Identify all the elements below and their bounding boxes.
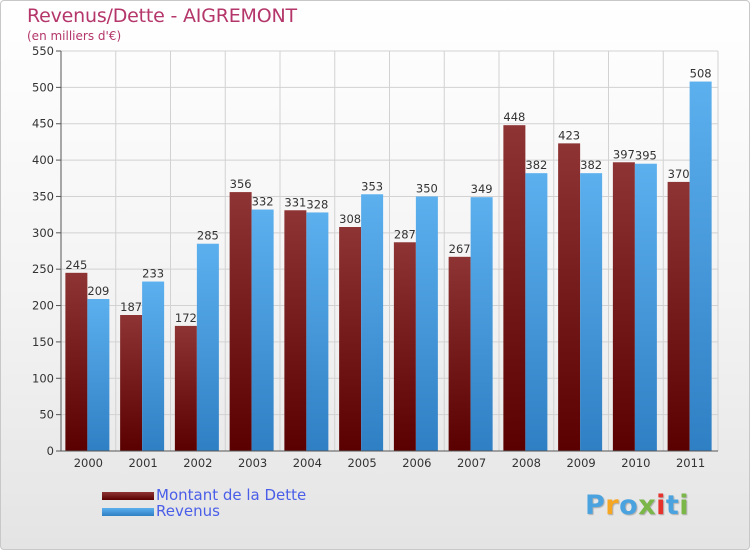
x-tick-label-2003: 2003 — [238, 456, 267, 470]
x-tick-label-2008: 2008 — [512, 456, 541, 470]
x-tick-label-2007: 2007 — [457, 456, 486, 470]
x-tick-label-2004: 2004 — [293, 456, 322, 470]
data-label-dette-2006: 287 — [394, 227, 416, 241]
logo-letter: r — [605, 490, 620, 521]
y-tick-label-500: 500 — [32, 80, 54, 94]
data-label-dette-2009: 423 — [558, 128, 580, 142]
legend-swatch-revenus — [102, 508, 154, 516]
y-tick-label-100: 100 — [32, 371, 54, 385]
data-label-dette-2000: 245 — [65, 258, 87, 272]
legend-label-dette: Montant de la Dette — [156, 486, 307, 504]
bar-dette-2010 — [612, 162, 635, 452]
legend-label-revenus: Revenus — [156, 502, 220, 520]
bar-dette-2006 — [393, 242, 416, 451]
x-tick-label-2010: 2010 — [621, 456, 650, 470]
bar-dette-2003 — [229, 192, 252, 451]
bar-revenus-2005 — [361, 194, 384, 452]
y-tick-label-300: 300 — [32, 226, 54, 240]
bar-dette-2007 — [448, 256, 471, 451]
bar-revenus-2002 — [196, 243, 219, 451]
bar-revenus-2006 — [415, 196, 438, 451]
x-tick-label-2000: 2000 — [74, 456, 103, 470]
data-label-dette-2010: 397 — [613, 147, 635, 161]
bar-revenus-2011 — [689, 81, 712, 451]
bar-dette-2001 — [120, 315, 143, 451]
bar-revenus-2007 — [470, 197, 493, 451]
data-label-dette-2005: 308 — [339, 212, 361, 226]
logo-letter: P — [585, 490, 606, 521]
y-tick-label-150: 150 — [32, 335, 54, 349]
y-tick-label-200: 200 — [32, 299, 54, 313]
y-tick-label-0: 0 — [47, 444, 54, 458]
data-label-dette-2003: 356 — [230, 177, 252, 191]
bar-revenus-2009 — [580, 173, 603, 451]
data-label-dette-2011: 370 — [668, 167, 690, 181]
data-label-revenus-2003: 332 — [252, 195, 274, 209]
logo-letter: i — [679, 490, 690, 521]
bar-revenus-2001 — [142, 281, 165, 451]
y-tick-label-550: 550 — [32, 44, 54, 58]
bar-revenus-2000 — [87, 299, 110, 451]
bar-revenus-2010 — [634, 163, 657, 451]
bar-dette-2009 — [558, 143, 581, 451]
data-label-dette-2007: 267 — [449, 242, 471, 256]
bar-dette-2005 — [339, 227, 362, 451]
data-label-dette-2004: 331 — [284, 195, 306, 209]
data-label-revenus-2001: 233 — [142, 267, 164, 281]
x-tick-label-2001: 2001 — [128, 456, 157, 470]
bar-revenus-2008 — [525, 173, 548, 451]
y-tick-label-450: 450 — [32, 117, 54, 131]
data-label-dette-2001: 187 — [120, 300, 142, 314]
x-tick-label-2011: 2011 — [676, 456, 705, 470]
x-tick-label-2006: 2006 — [402, 456, 431, 470]
logo-letter: i — [656, 490, 666, 521]
data-label-revenus-2008: 382 — [525, 158, 547, 172]
bars — [65, 81, 712, 452]
y-tick-label-400: 400 — [32, 153, 54, 167]
x-tick-label-2005: 2005 — [347, 456, 376, 470]
data-label-revenus-2009: 382 — [580, 158, 602, 172]
data-label-dette-2008: 448 — [503, 110, 525, 124]
legend-swatch-dette — [102, 492, 154, 500]
gridlines — [60, 50, 719, 452]
data-label-revenus-2004: 328 — [306, 197, 328, 211]
logo-letter: t — [665, 490, 680, 521]
y-tick-label-250: 250 — [32, 262, 54, 276]
x-tick-label-2009: 2009 — [566, 456, 595, 470]
bar-dette-2011 — [667, 181, 690, 451]
axes: 0 50 100 150 200 250 300 350 400 450 500 550 2000 200… — [32, 44, 718, 470]
x-tick-label-2002: 2002 — [183, 456, 212, 470]
bar-revenus-2003 — [251, 209, 274, 451]
logo-letter: o — [619, 490, 639, 521]
proxiti-logo: Proxiti — [585, 490, 689, 521]
data-label-revenus-2002: 285 — [197, 229, 219, 243]
data-label-revenus-2006: 350 — [416, 181, 438, 195]
bar-dette-2002 — [174, 325, 197, 451]
data-label-revenus-2011: 508 — [690, 67, 712, 81]
y-tick-label-50: 50 — [39, 408, 54, 422]
bar-dette-2004 — [284, 210, 307, 451]
bar-dette-2008 — [503, 125, 526, 451]
bar-revenus-2004 — [306, 212, 329, 451]
data-label-dette-2002: 172 — [175, 311, 197, 325]
y-tick-label-350: 350 — [32, 189, 54, 203]
chart-title: Revenus/Dette - AIGREMONT — [27, 5, 297, 27]
chart-subtitle: (en milliers d'€) — [27, 29, 122, 43]
bar-dette-2000 — [65, 272, 88, 451]
data-label-revenus-2010: 395 — [635, 149, 657, 163]
logo-letter: x — [638, 490, 657, 521]
data-label-revenus-2005: 353 — [361, 179, 383, 193]
data-label-revenus-2007: 349 — [471, 182, 493, 196]
data-label-revenus-2000: 209 — [87, 284, 109, 298]
